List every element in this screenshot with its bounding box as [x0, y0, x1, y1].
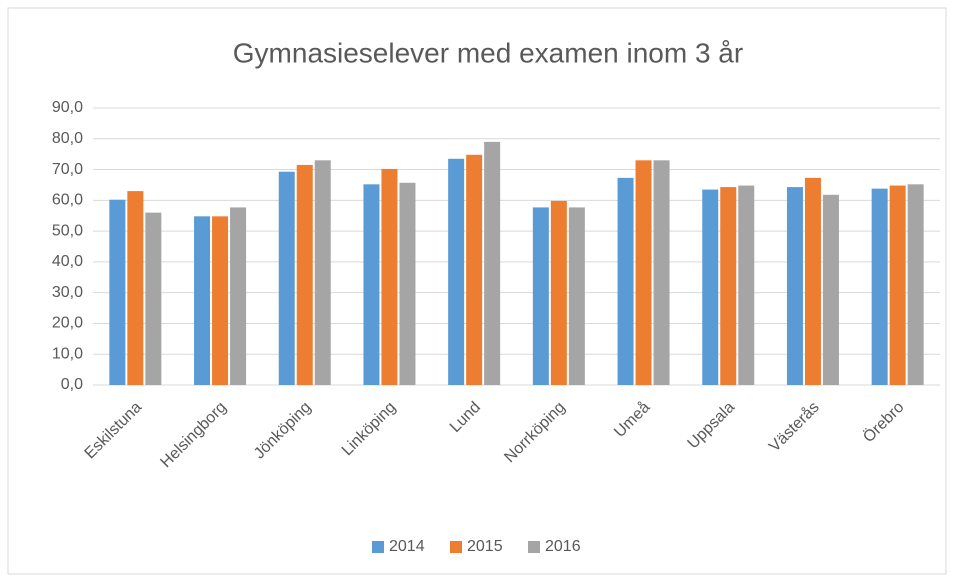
- bar: [635, 160, 652, 385]
- legend-label: 2015: [467, 538, 503, 555]
- y-tick-label: 70,0: [52, 161, 83, 178]
- bar: [127, 191, 144, 385]
- bar: [399, 182, 416, 385]
- y-tick-label: 40,0: [52, 253, 83, 270]
- bar: [702, 189, 719, 385]
- legend-swatch: [528, 541, 540, 553]
- y-tick-label: 10,0: [52, 345, 83, 362]
- bar: [212, 216, 229, 385]
- bar: [314, 160, 331, 385]
- bar: [466, 154, 483, 385]
- bar: [532, 207, 549, 385]
- y-tick-label: 90,0: [52, 99, 83, 116]
- legend-swatch: [372, 541, 384, 553]
- y-tick-label: 30,0: [52, 284, 83, 301]
- bar: [550, 200, 567, 385]
- bar: [278, 171, 295, 385]
- bar: [296, 164, 313, 385]
- bar: [109, 199, 126, 385]
- y-tick-label: 20,0: [52, 315, 83, 332]
- legend-label: 2016: [545, 538, 581, 555]
- y-tick-label: 50,0: [52, 222, 83, 239]
- bar: [194, 216, 211, 385]
- y-tick-label: 0,0: [61, 376, 83, 393]
- bar: [448, 158, 465, 385]
- bar: [871, 188, 888, 385]
- y-tick-label: 60,0: [52, 192, 83, 209]
- bar: [889, 185, 906, 385]
- bar: [822, 194, 839, 385]
- bar: [617, 177, 634, 385]
- bar: [484, 141, 501, 385]
- bar: [568, 207, 585, 385]
- bar: [145, 212, 162, 385]
- bar: [738, 185, 755, 385]
- bar: [786, 187, 803, 385]
- bar: [720, 187, 737, 385]
- bar: [230, 207, 247, 385]
- legend-label: 2014: [389, 538, 425, 555]
- bar: [381, 168, 398, 385]
- bar: [907, 184, 924, 385]
- legend-swatch: [450, 541, 462, 553]
- bar: [653, 160, 670, 385]
- chart-title: Gymnasieselever med examen inom 3 år: [233, 37, 743, 68]
- bar: [363, 184, 380, 385]
- bar: [804, 177, 821, 385]
- y-tick-label: 80,0: [52, 130, 83, 147]
